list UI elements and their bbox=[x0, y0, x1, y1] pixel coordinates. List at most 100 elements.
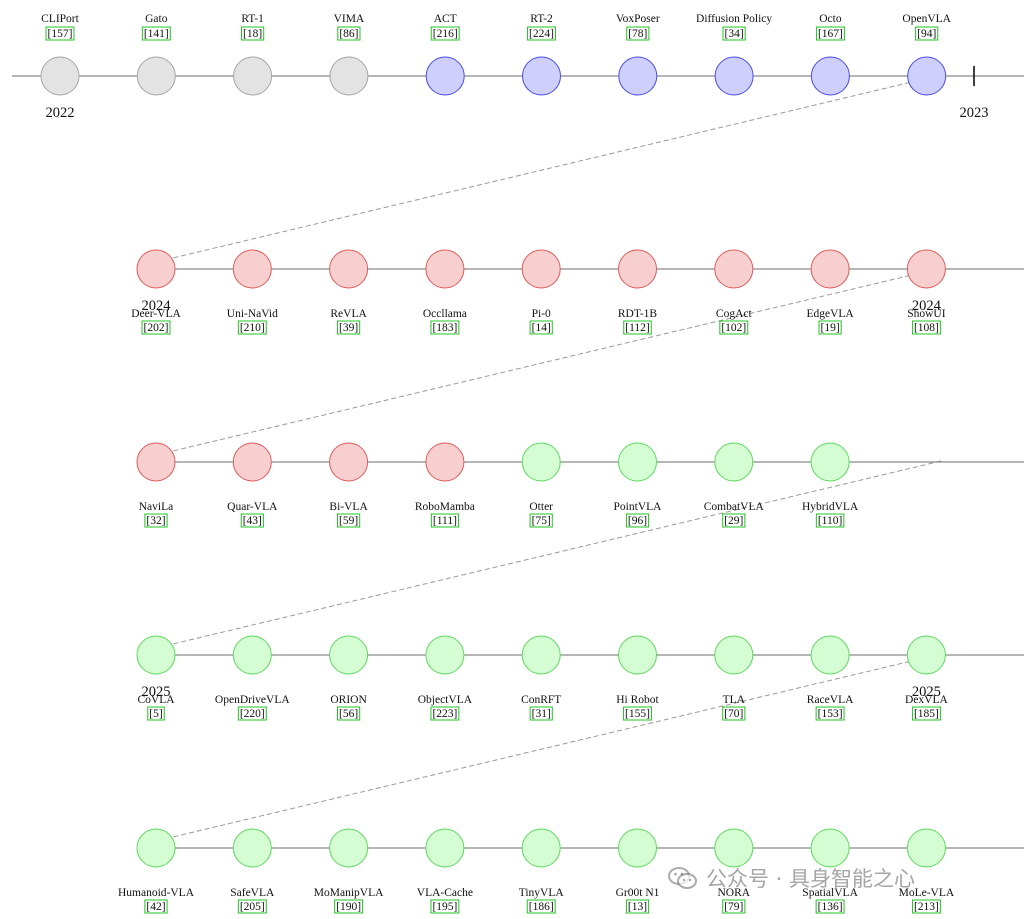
model-node: ConRFT [31] bbox=[521, 635, 561, 721]
model-name: OpenDriveVLA bbox=[215, 694, 290, 706]
model-name: Gr00t N1 bbox=[616, 887, 660, 899]
model-name: Hi Robot bbox=[616, 694, 659, 706]
model-name: DexVLA bbox=[905, 694, 948, 706]
model-citation: [79] bbox=[724, 901, 743, 913]
model-citation: [202] bbox=[144, 322, 169, 334]
model-node-circle bbox=[136, 249, 176, 289]
model-node-circle bbox=[810, 249, 850, 289]
model-node: RT-1 [18] bbox=[233, 13, 273, 96]
model-node: MoManipVLA [190] bbox=[314, 828, 384, 914]
model-node-circle bbox=[521, 828, 561, 868]
citation-box bbox=[719, 320, 749, 335]
citation-box bbox=[147, 706, 165, 721]
model-node: Uni-NaVid [210] bbox=[227, 249, 278, 335]
model-node: ObjectVLA [223] bbox=[418, 635, 473, 721]
model-node: ShowUI [108] bbox=[906, 249, 946, 335]
model-node: ACT [216] bbox=[425, 13, 465, 96]
model-node: HybridVLA [110] bbox=[802, 442, 859, 528]
model-node: Gr00t N1 [13] bbox=[616, 828, 660, 914]
model-node-circle bbox=[329, 249, 369, 289]
model-name: Humanoid-VLA bbox=[118, 887, 195, 899]
model-name: CombatVLA bbox=[704, 501, 765, 513]
model-node: VIMA [86] bbox=[329, 13, 369, 96]
model-node: Deer-VLA [202] bbox=[131, 249, 181, 335]
model-citation: [102] bbox=[721, 322, 746, 334]
model-citation: [13] bbox=[628, 901, 647, 913]
citation-box bbox=[337, 320, 361, 335]
model-name: Uni-NaVid bbox=[227, 308, 278, 320]
model-node-circle bbox=[521, 249, 561, 289]
citation-box bbox=[529, 513, 553, 528]
model-citation: [167] bbox=[818, 28, 843, 40]
model-citation: [43] bbox=[243, 515, 262, 527]
citation-box bbox=[144, 513, 168, 528]
citation-box bbox=[529, 320, 553, 335]
timeline-row-1: CLIPort [157] Gato [141] RT-1 [18] VIMA [86] ACT… bbox=[12, 13, 1024, 121]
model-node: RT-2 [224] bbox=[522, 13, 561, 96]
row-connector bbox=[155, 74, 942, 263]
citation-box bbox=[237, 320, 267, 335]
model-node: Hi Robot [155] bbox=[616, 635, 660, 721]
model-node-circle bbox=[425, 56, 465, 96]
model-citation: [190] bbox=[336, 901, 361, 913]
citation-box bbox=[240, 513, 264, 528]
model-node-circle bbox=[425, 828, 465, 868]
model-citation: [224] bbox=[529, 28, 554, 40]
model-node: CogAct [102] bbox=[714, 249, 754, 335]
model-citation: [31] bbox=[532, 708, 551, 720]
model-name: ORION bbox=[330, 694, 367, 706]
model-citation: [32] bbox=[146, 515, 165, 527]
model-citation: [42] bbox=[146, 901, 165, 913]
model-citation: [216] bbox=[433, 28, 458, 40]
citation-box bbox=[815, 899, 845, 914]
model-node: Bi-VLA [59] bbox=[329, 442, 369, 528]
row-connector bbox=[155, 653, 942, 842]
row-connector bbox=[155, 267, 942, 456]
model-name: ShowUI bbox=[907, 308, 946, 320]
model-name: OpenVLA bbox=[902, 13, 951, 25]
model-node: RDT-1B [112] bbox=[618, 249, 658, 335]
model-citation: [108] bbox=[914, 322, 939, 334]
model-node-circle bbox=[618, 635, 657, 675]
citation-box bbox=[430, 706, 460, 721]
model-citation: [205] bbox=[240, 901, 265, 913]
model-citation: [39] bbox=[339, 322, 358, 334]
model-node-circle bbox=[907, 56, 947, 96]
model-node-circle bbox=[40, 56, 80, 96]
model-name: VLA-Cache bbox=[417, 887, 473, 899]
citation-box bbox=[144, 899, 168, 914]
model-node-circle bbox=[329, 442, 369, 482]
citation-box bbox=[141, 320, 171, 335]
model-node-circle bbox=[521, 442, 561, 482]
model-citation: [186] bbox=[529, 901, 554, 913]
model-node-circle bbox=[232, 635, 272, 675]
citation-box bbox=[430, 320, 460, 335]
watermark: 公众号 · 具身智能之心 bbox=[668, 862, 915, 894]
model-node-circle bbox=[714, 442, 754, 482]
citation-box bbox=[625, 899, 650, 914]
model-name: Quar-VLA bbox=[227, 501, 278, 513]
model-citation: [210] bbox=[240, 322, 265, 334]
timeline-row-5: Humanoid-VLA [42] SafeVLA [205] MoManipVLA [1… bbox=[118, 828, 1024, 914]
model-node-circle bbox=[714, 828, 754, 868]
year-label: 2024 bbox=[142, 298, 172, 314]
timeline-row-2: Deer-VLA [202] Uni-NaVid [210] ReVLA [39] Occl… bbox=[131, 249, 1024, 335]
model-name: PointVLA bbox=[614, 501, 663, 513]
citation-box bbox=[337, 706, 361, 721]
model-node: ReVLA [39] bbox=[329, 249, 369, 335]
model-node: VoxPoser [78] bbox=[616, 13, 660, 96]
citation-box bbox=[430, 899, 460, 914]
model-node-circle bbox=[810, 828, 850, 868]
model-node: Quar-VLA [43] bbox=[227, 442, 278, 528]
model-name: RDT-1B bbox=[618, 308, 658, 320]
model-name: TinyVLA bbox=[519, 887, 565, 899]
model-name: Occllama bbox=[423, 308, 467, 320]
model-node-circle bbox=[618, 828, 657, 868]
model-citation: [223] bbox=[432, 708, 457, 720]
model-node-circle bbox=[618, 56, 658, 96]
model-node-circle bbox=[522, 56, 561, 96]
model-citation: [157] bbox=[48, 28, 73, 40]
citation-box bbox=[334, 899, 364, 914]
citation-box bbox=[45, 26, 75, 41]
model-citation: [213] bbox=[914, 901, 939, 913]
